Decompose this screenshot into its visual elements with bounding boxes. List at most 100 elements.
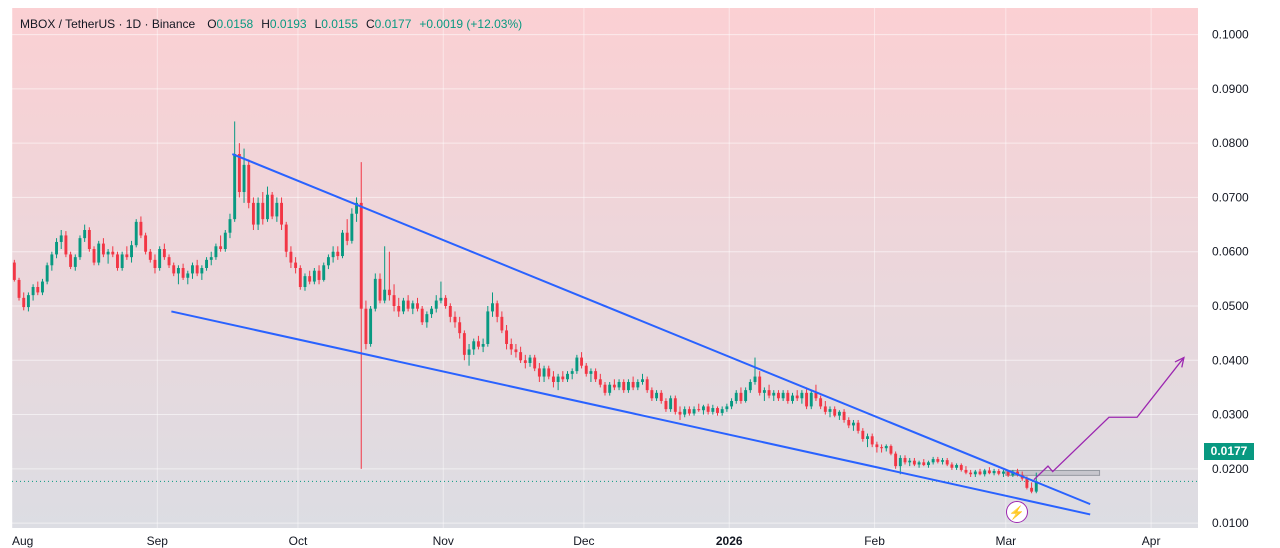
candle-body (955, 465, 959, 468)
candle-body (959, 465, 963, 470)
candle-body (706, 406, 710, 412)
candle-body (181, 268, 185, 278)
candle-body (1030, 487, 1034, 492)
candle (284, 221, 288, 258)
candle-body (326, 257, 330, 266)
candle-body (537, 368, 541, 377)
candle-body (355, 202, 359, 214)
symbol-title: MBOX / TetherUS · 1D · Binance (20, 17, 196, 31)
drawings[interactable] (171, 153, 1185, 516)
candle (106, 249, 110, 264)
candle (561, 371, 565, 382)
candle (912, 457, 916, 467)
candle (350, 208, 354, 244)
candle (223, 230, 227, 252)
candle (242, 148, 246, 203)
candle-body (125, 254, 129, 258)
candle (158, 246, 162, 271)
candle-body (83, 230, 87, 239)
candle-body (983, 470, 987, 475)
candle (800, 390, 804, 404)
candle (584, 362, 588, 377)
y-axis[interactable]: 0.1000 0.0900 0.0800 0.0700 0.0600 0.0500 0.04… (1212, 28, 1249, 531)
candle-body (884, 446, 888, 449)
candle (687, 406, 691, 416)
trendline[interactable] (231, 153, 1091, 506)
candle (162, 243, 166, 260)
candle (866, 433, 869, 448)
candle-body (280, 202, 283, 225)
candle-body (561, 376, 565, 380)
projection-path[interactable] (1033, 357, 1185, 481)
candle (870, 433, 874, 448)
candle-body (894, 453, 898, 467)
candle-body (650, 390, 654, 399)
candle-body (111, 251, 115, 255)
candle-body (317, 270, 321, 280)
open-key: O (207, 17, 217, 31)
candle-body (251, 202, 255, 225)
candle-body (547, 368, 551, 377)
candle (331, 246, 335, 263)
candle (181, 263, 185, 280)
candle (626, 379, 630, 393)
candle-body (641, 379, 644, 382)
candle-body (617, 381, 621, 388)
candle-body (331, 251, 335, 258)
candle (922, 459, 926, 467)
trendline[interactable] (171, 310, 1091, 516)
candle (209, 251, 213, 266)
candle-body (791, 395, 794, 401)
candle-body (851, 422, 855, 426)
candle-body (383, 289, 387, 301)
candle (1030, 482, 1034, 494)
candle (856, 419, 860, 434)
candle (711, 404, 715, 415)
candle (987, 467, 991, 475)
candle (570, 368, 574, 380)
candle (453, 311, 457, 328)
y-tick-label: 0.0400 (1212, 353, 1249, 367)
candle-body (570, 371, 574, 374)
candle-body (598, 379, 602, 385)
candle (894, 451, 898, 469)
candle (598, 373, 602, 388)
candle-body (927, 462, 930, 466)
lightning-bolt-icon[interactable]: ⚡ (1006, 501, 1028, 523)
candle-body (491, 303, 494, 312)
candle (884, 444, 888, 452)
candle-body (448, 305, 452, 317)
candle-body (158, 249, 162, 268)
candle (795, 390, 799, 401)
candle-body (369, 308, 373, 344)
candle-body (481, 343, 485, 347)
close-key: C (366, 17, 375, 31)
candle-body (795, 395, 799, 399)
candle (462, 330, 466, 361)
candle-body (903, 457, 907, 463)
x-axis[interactable]: Aug Sep Oct Nov Dec 2026 Feb Mar Apr (12, 534, 1160, 548)
candle-body (889, 446, 893, 454)
candle (139, 216, 143, 239)
candle (73, 254, 77, 271)
candle (580, 352, 584, 369)
candle (289, 246, 293, 268)
candle-body (819, 398, 823, 407)
candle (439, 281, 443, 304)
candle-body (64, 235, 68, 255)
candle-body (270, 194, 274, 217)
candle-body (533, 357, 537, 369)
candle-body (22, 297, 26, 308)
candle-body (978, 471, 982, 475)
candle-body (542, 368, 546, 377)
candle (45, 262, 49, 285)
candle (92, 246, 96, 266)
candle-body (233, 154, 237, 220)
candle-body (805, 392, 809, 407)
candle-body (364, 308, 368, 344)
candle-body (31, 286, 35, 296)
candle (116, 251, 119, 271)
candle-body (945, 460, 949, 465)
